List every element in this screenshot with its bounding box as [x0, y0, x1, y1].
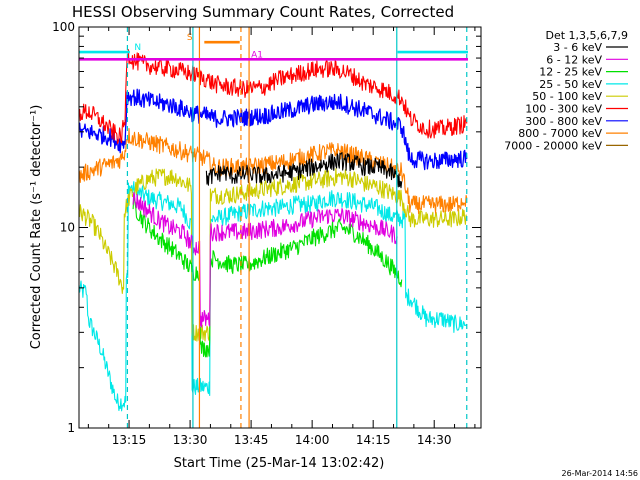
y-tick-label: 10 — [60, 221, 75, 235]
series-line-800-7000kev-kev — [79, 128, 468, 215]
series-line-300-800kev-kev — [79, 88, 468, 171]
legend-label: 7000 - 20000 keV — [504, 139, 602, 152]
x-tick-label: 13:15 — [112, 433, 147, 447]
legend-label: 25 - 50 keV — [539, 78, 602, 91]
series-line-25-50kev-kev — [79, 181, 468, 412]
legend-label: 50 - 100 keV — [532, 90, 602, 103]
flag-label-s: S — [187, 33, 193, 43]
series-line-6-12kev-kev — [132, 192, 398, 328]
legend-label: 3 - 6 keV — [553, 41, 602, 54]
flag-label-n: N — [134, 43, 141, 53]
x-tick-label: 14:15 — [356, 433, 391, 447]
x-tick-label: 14:00 — [295, 433, 330, 447]
timestamp: 26-Mar-2014 14:56 — [562, 469, 639, 478]
y-tick-label: 1 — [67, 421, 75, 435]
x-axis-label: Start Time (25-Mar-14 13:02:42) — [174, 456, 385, 471]
series-group — [79, 27, 468, 428]
x-axis: 13:15 13:30 13:45 14:00 14:15 14:30 — [87, 27, 476, 447]
flag-label-a1: A1 — [251, 50, 263, 60]
y-axis: 1 10 100 — [52, 20, 481, 435]
chart-title: HESSI Observing Summary Count Rates, Cor… — [72, 3, 454, 21]
series-line-100-300kev-kev — [79, 49, 468, 144]
x-tick-label: 13:45 — [234, 433, 269, 447]
x-tick-label: 13:30 — [173, 433, 208, 447]
x-tick-label: 14:30 — [417, 433, 452, 447]
legend-label: 6 - 12 keV — [546, 53, 602, 66]
series-line-12-25kev-kev — [132, 196, 403, 358]
y-tick-label: 100 — [52, 20, 75, 34]
y-axis-label: Corrected Count Rate (s⁻¹ detector⁻¹) — [29, 105, 44, 350]
legend-label: 300 - 800 keV — [525, 115, 602, 128]
legend-label: 100 - 300 keV — [525, 103, 602, 116]
legend-label: 800 - 7000 keV — [518, 127, 602, 140]
legend-label: 12 - 25 keV — [539, 66, 602, 79]
legend-title: Det 1,3,5,6,7,9 — [545, 29, 628, 42]
series-line-3-6kev-kev — [205, 152, 403, 189]
series-line-50-100kev-kev — [79, 168, 467, 342]
plot-area: N S A1 — [79, 27, 468, 428]
